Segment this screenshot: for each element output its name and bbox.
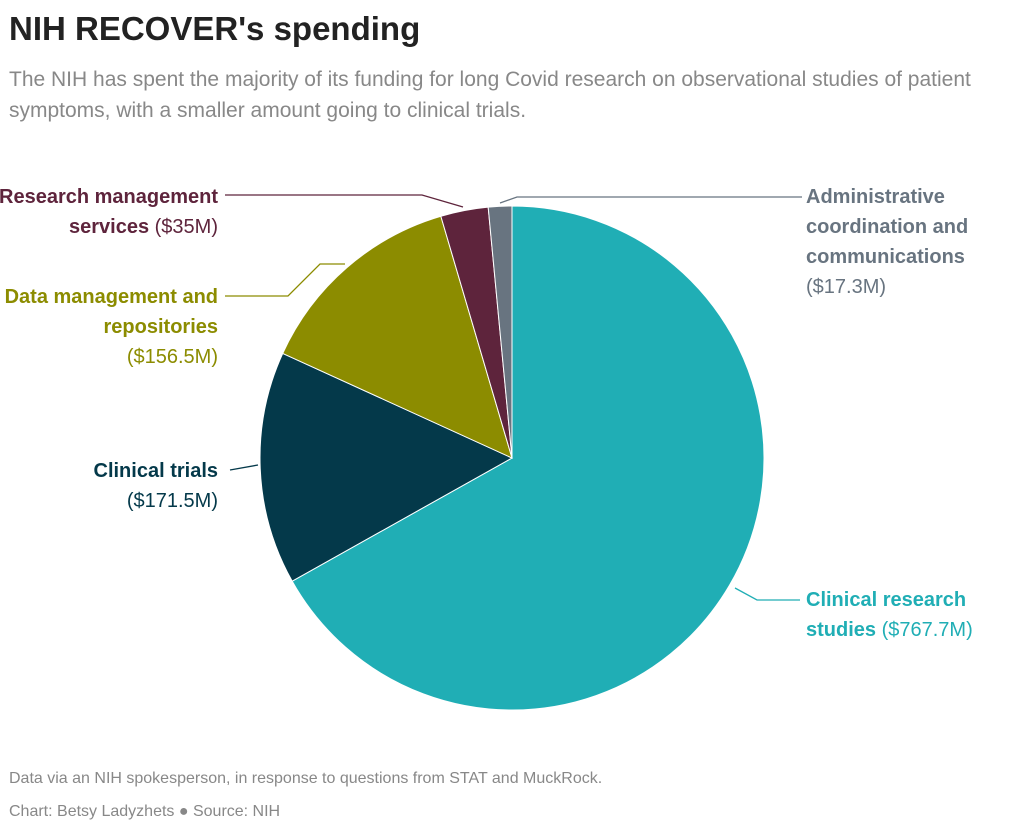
label-clinical-research: Clinical research studies ($767.7M) (806, 585, 1006, 645)
label-name: Clinical trials (93, 460, 219, 482)
leader-line-research-management (225, 194, 464, 208)
label-data-management: Data management and repositories ($156.5M… (0, 282, 218, 372)
leader-line-clinical-research (734, 587, 800, 601)
leader-line-data-management (225, 263, 345, 297)
footer-note: Data via an NIH spokesperson, in respons… (9, 770, 603, 787)
label-amount: ($35M) (154, 216, 218, 238)
pie-slice-clinical-trials (259, 352, 514, 582)
label-administrative: Administrative coordination and communic… (806, 182, 1006, 302)
pie-slice-administrative-coordination-and-communications (487, 205, 513, 459)
footer-credit: Chart: Betsy Ladyzhets ● Source: NIH (9, 803, 281, 820)
label-amount: ($171.5M) (126, 490, 218, 512)
chart-title: NIH RECOVER's spending (9, 10, 421, 47)
label-name: Administrative coordination and communic… (806, 186, 969, 268)
pie-slice-data-management-and-repositories (282, 215, 513, 459)
label-name: Research management services (0, 186, 218, 238)
label-name: Clinical research studies (806, 589, 967, 641)
label-amount: ($156.5M) (126, 346, 218, 368)
leader-line-administrative (499, 196, 802, 204)
label-clinical-trials: Clinical trials ($171.5M) (0, 456, 219, 516)
pie-slice-clinical-research-studies (291, 205, 765, 711)
label-name: Data management and repositories (4, 286, 218, 338)
label-research-management: Research management services ($35M) (0, 182, 218, 242)
label-amount: ($767.7M) (881, 619, 973, 641)
leader-line-clinical-trials (229, 464, 259, 471)
label-amount: ($17.3M) (806, 276, 887, 298)
chart-subtitle: The NIH has spent the majority of its fu… (9, 68, 971, 122)
